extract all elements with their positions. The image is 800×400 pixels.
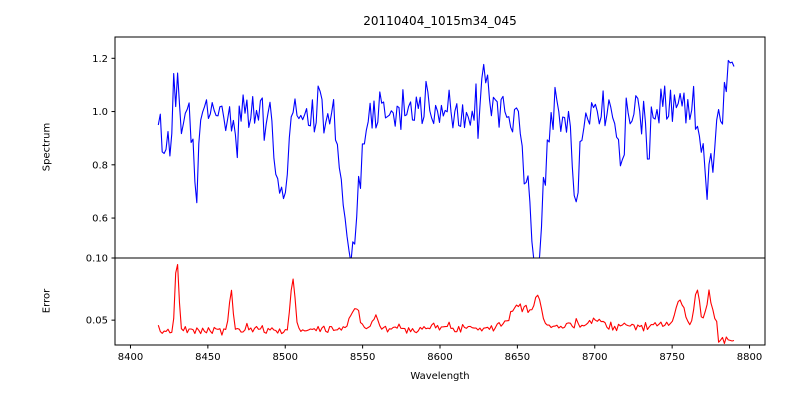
x-tick-label: 8550 — [350, 352, 375, 363]
x-tick-label: 8450 — [195, 352, 220, 363]
x-tick-label: 8650 — [505, 352, 530, 363]
x-tick-label: 8400 — [118, 352, 143, 363]
spectrum-y-tick-label: 0.6 — [92, 214, 108, 225]
x-tick-label: 8500 — [273, 352, 298, 363]
error-y-tick-label: 0.10 — [86, 254, 108, 265]
chart-title: 20110404_1015m34_045 — [363, 14, 517, 28]
x-tick-label: 8700 — [582, 352, 607, 363]
spectrum-y-tick-label: 1.0 — [92, 107, 108, 118]
x-tick-label: 8800 — [737, 352, 762, 363]
error-line — [157, 263, 735, 345]
error-y-tick-label: 0.05 — [86, 316, 108, 327]
spectrum-line — [157, 59, 735, 258]
spectrum-y-tick-label: 0.8 — [92, 160, 108, 171]
x-axis-label: Wavelength — [410, 371, 470, 382]
spectrum-y-tick-label: 1.2 — [92, 54, 108, 65]
x-tick-label: 8600 — [427, 352, 452, 363]
x-tick-label: 8750 — [659, 352, 684, 363]
panel-frame-spectrum — [114, 36, 766, 259]
